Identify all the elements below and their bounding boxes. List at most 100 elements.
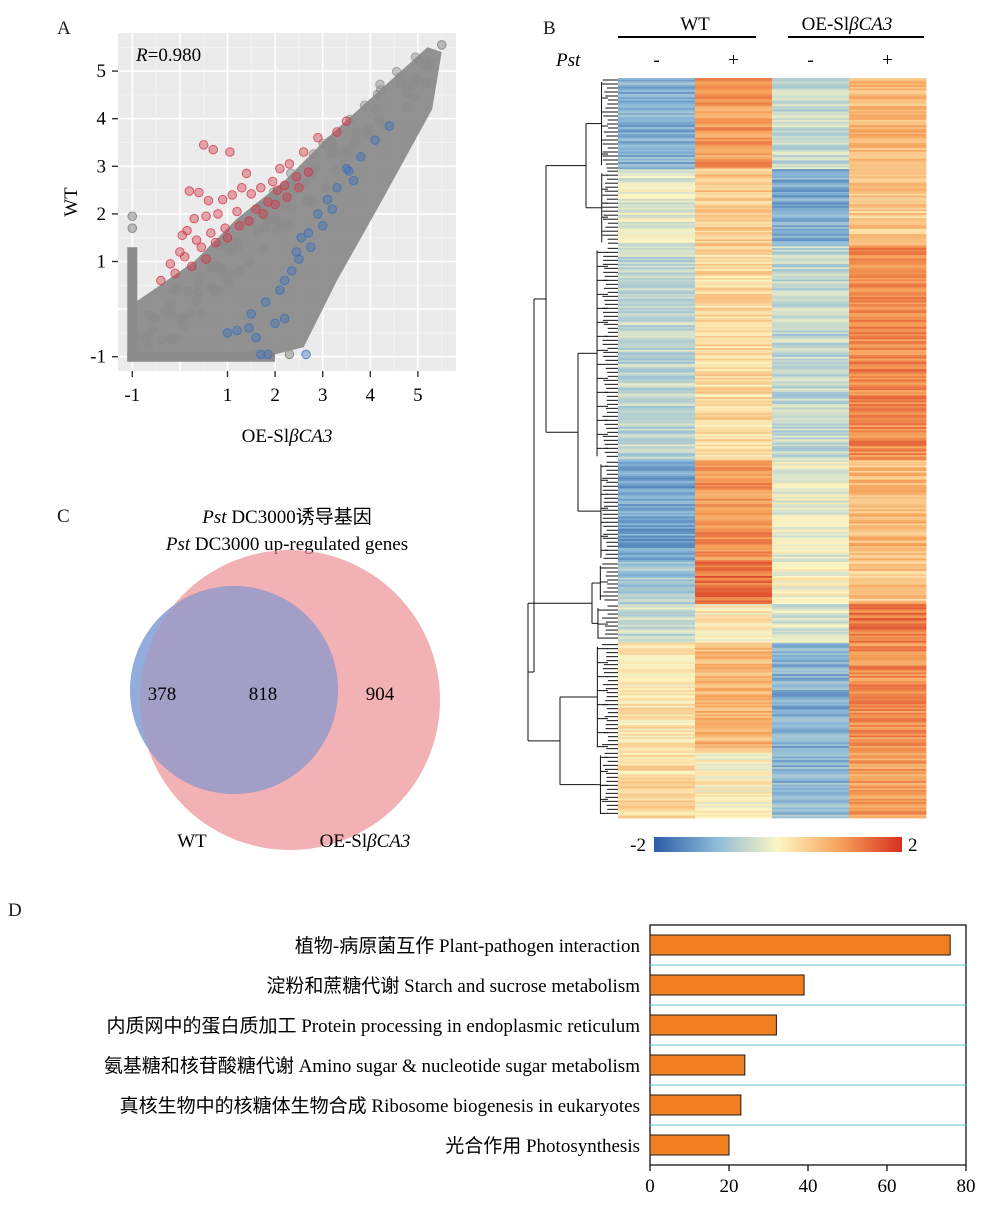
heatmap-column-sign: -	[807, 50, 813, 71]
heatmap-cell	[695, 239, 773, 242]
heatmap-cell	[618, 637, 696, 640]
heatmap-cell	[695, 514, 773, 517]
scatter-point-up_in_wt	[201, 254, 211, 264]
heatmap-cell	[772, 597, 850, 600]
heatmap-cell	[618, 700, 696, 703]
heatmap-cell	[695, 605, 773, 608]
heatmap-cell	[772, 728, 850, 731]
scatter-point-up_in_oe	[279, 275, 290, 286]
heatmap-cell	[618, 488, 696, 491]
heatmap-cell	[772, 568, 850, 572]
heatmap-cell	[849, 784, 927, 787]
bars	[649, 934, 951, 1156]
heatmap-cell	[772, 297, 850, 300]
heatmap-cell	[618, 288, 696, 291]
heatmap-cell	[695, 588, 773, 591]
heatmap-cell	[849, 807, 927, 810]
heatmap-cell	[618, 448, 696, 451]
heatmap-cell	[849, 253, 927, 256]
heatmap-cell	[772, 511, 850, 514]
scatter-point-nonsignificant	[150, 313, 161, 324]
heatmap-cell	[618, 754, 696, 758]
heatmap-cell	[849, 307, 927, 310]
heatmap-cell	[695, 654, 773, 658]
heatmap-cell	[772, 591, 850, 594]
heatmap-cell	[772, 316, 850, 319]
heatmap-cell	[772, 376, 850, 379]
heatmap-cell	[772, 646, 850, 649]
heatmap-cell	[695, 477, 773, 480]
heatmap-cell	[618, 372, 696, 375]
heatmap-cell	[772, 135, 850, 139]
venn-count-oe-only: 904	[366, 684, 395, 705]
heatmap-cell	[618, 97, 696, 100]
heatmap-cell	[618, 362, 696, 365]
heatmap-cell	[618, 158, 696, 161]
heatmap-cell	[772, 381, 850, 384]
heatmap-cell	[695, 760, 773, 763]
heatmap-cell	[772, 800, 850, 803]
heatmap-cell	[618, 516, 696, 519]
heatmap-cell	[772, 92, 850, 95]
heatmap-cell	[695, 362, 773, 365]
heatmap-cell	[618, 272, 696, 275]
heatmap-cell	[772, 426, 850, 430]
heatmap-cell	[695, 684, 773, 687]
heatmap-cell	[695, 735, 773, 738]
heatmap-cell	[695, 453, 773, 456]
heatmap-cell	[695, 698, 773, 701]
heatmap-cell	[695, 628, 773, 631]
heatmap-cell	[772, 765, 850, 768]
heatmap-cell	[772, 83, 850, 86]
scatter-nonsignificant-column	[127, 247, 138, 362]
heatmap-cell	[618, 156, 696, 160]
scatter-point-nonsignificant	[141, 351, 152, 361]
scatter-point-nonsignificant	[167, 309, 177, 320]
heatmap-cell	[849, 158, 927, 161]
heatmap-cell	[849, 412, 927, 416]
heatmap-cell	[772, 770, 850, 773]
heatmap-cell	[772, 276, 850, 279]
heatmap-cell	[618, 83, 696, 86]
heatmap-cell	[849, 148, 927, 151]
heatmap-cell	[618, 302, 696, 305]
heatmap-cell	[618, 251, 696, 254]
scatter-point-nonsignificant	[370, 104, 381, 114]
heatmap-cell	[695, 519, 773, 523]
heatmap-cell	[618, 684, 696, 687]
venn-title-chinese: Pst DC3000诱导基因	[201, 506, 371, 528]
heatmap-cell	[695, 328, 773, 331]
heatmap-cell	[695, 647, 773, 651]
heatmap-cell	[772, 393, 850, 396]
heatmap-cell	[618, 85, 696, 88]
heatmap-cell	[618, 239, 696, 242]
heatmap-cell	[849, 363, 927, 366]
heatmap-cell	[618, 758, 696, 761]
heatmap-cell	[618, 214, 696, 217]
heatmap-cell	[618, 235, 696, 238]
heatmap-column-sign: +	[882, 50, 893, 71]
scatter-point-up_in_wt	[294, 182, 304, 193]
heatmap-cell	[695, 612, 773, 615]
heatmap-cell	[772, 307, 850, 310]
heatmap-cell	[772, 633, 850, 637]
heatmap-cell	[695, 486, 773, 489]
heatmap-cell	[849, 314, 927, 317]
heatmap-cell	[849, 730, 927, 733]
heatmap-cell	[849, 353, 927, 356]
heatmap-cell	[695, 316, 773, 319]
bar-x-tick-label: 40	[799, 1176, 818, 1197]
heatmap-cell	[618, 586, 696, 589]
heatmap-cell	[849, 486, 927, 489]
heatmap-cell	[849, 355, 927, 358]
heatmap-cell	[772, 576, 850, 579]
heatmap-cell	[772, 768, 850, 772]
heatmap-cell	[618, 353, 696, 356]
heatmap-cell	[772, 479, 850, 482]
heatmap-cell	[618, 107, 696, 110]
heatmap-cell	[695, 525, 773, 528]
heatmap-cell	[849, 305, 927, 309]
heatmap-cell	[772, 719, 850, 722]
heatmap-cell	[618, 323, 696, 326]
heatmap-cell	[772, 204, 850, 207]
